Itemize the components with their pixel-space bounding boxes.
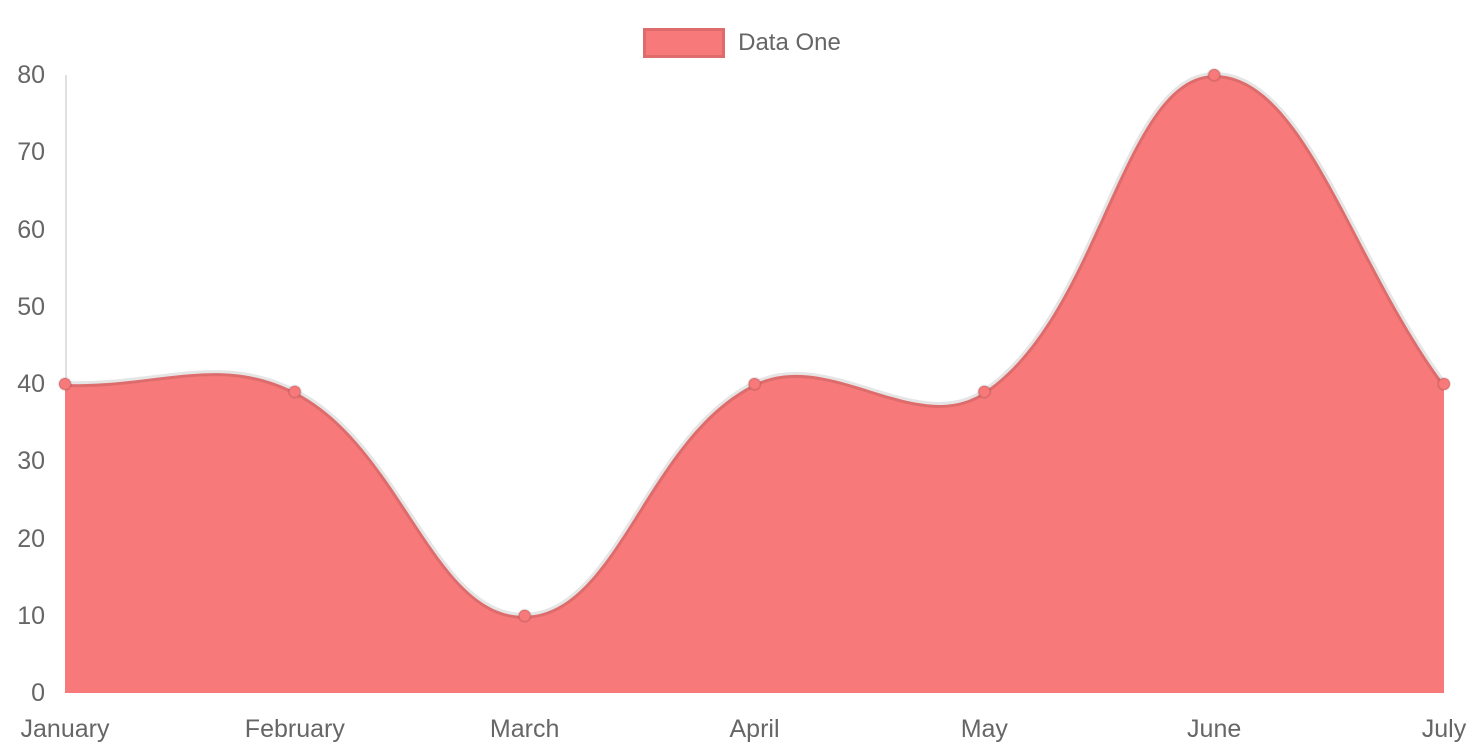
y-tick-label: 70 [17, 138, 45, 167]
chart-legend[interactable]: Data One [0, 28, 1484, 58]
x-tick-label: May [960, 715, 1008, 743]
data-point[interactable] [517, 608, 532, 623]
x-tick-label: April [729, 715, 780, 743]
y-tick-label: 10 [17, 601, 45, 630]
y-tick-label: 30 [17, 447, 45, 476]
data-point[interactable] [977, 384, 992, 399]
data-point[interactable] [58, 377, 72, 391]
legend-label: Data One [738, 29, 841, 56]
y-tick-label: 80 [17, 61, 45, 89]
data-point[interactable] [1207, 68, 1222, 82]
series-line [62, 72, 1447, 619]
x-tick-label: July [1421, 715, 1467, 743]
y-tick-label: 20 [17, 524, 45, 553]
x-tick-label: January [20, 715, 110, 743]
data-point[interactable] [287, 384, 302, 399]
y-tick-label: 40 [17, 370, 45, 398]
x-tick-label: June [1187, 715, 1242, 743]
x-tick-label: February [244, 715, 345, 743]
data-point[interactable] [747, 377, 762, 391]
data-point[interactable] [1437, 377, 1451, 391]
x-tick-label: March [489, 715, 560, 743]
y-tick-label: 60 [17, 215, 45, 244]
y-tick-label: 50 [17, 292, 45, 321]
y-tick-label: 0 [31, 679, 45, 707]
legend-swatch [643, 28, 726, 58]
